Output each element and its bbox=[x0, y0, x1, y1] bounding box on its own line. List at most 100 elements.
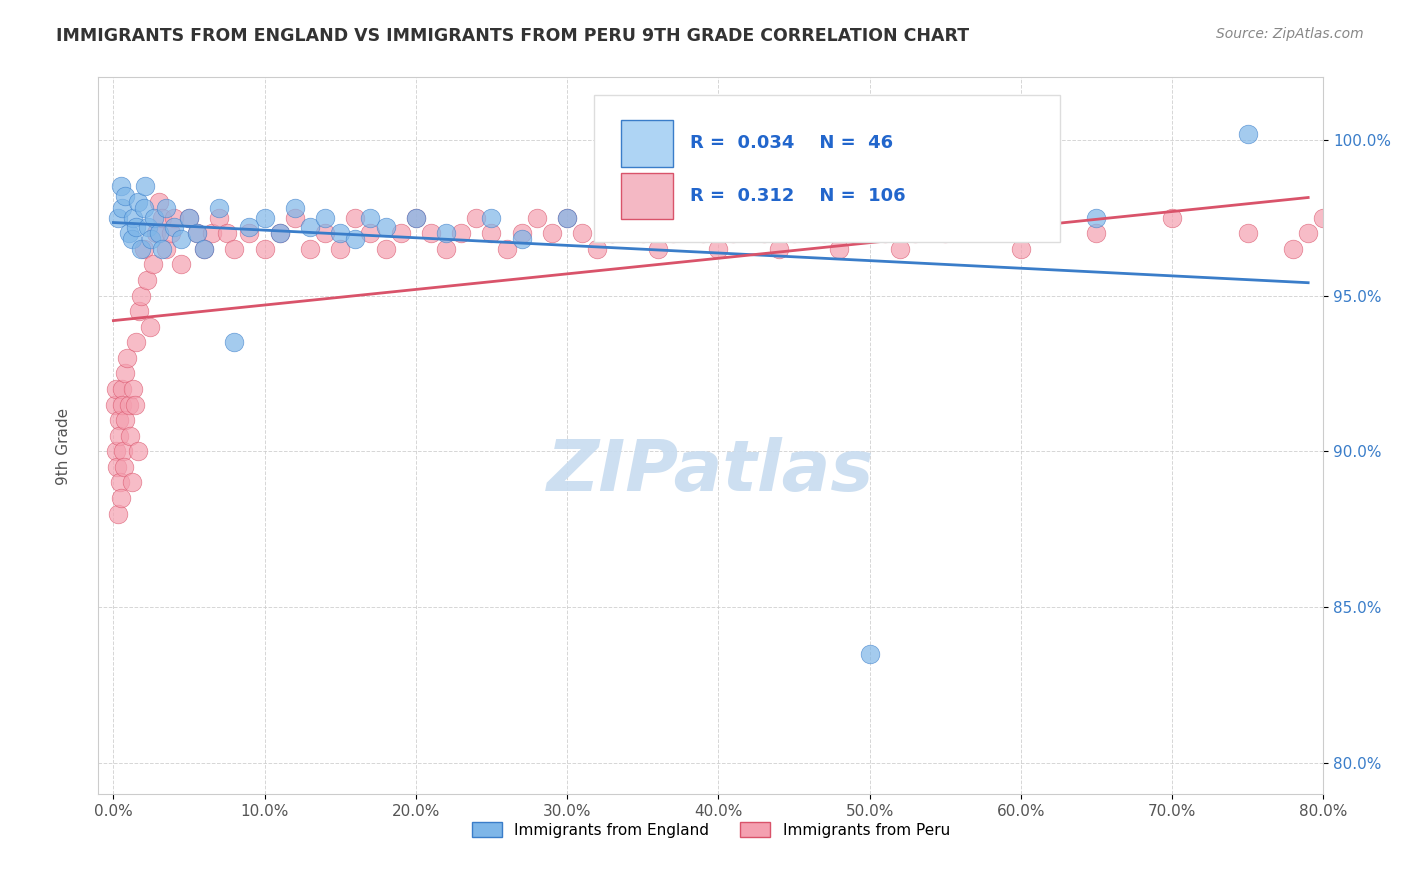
Point bbox=[1357, 226, 1379, 240]
Point bbox=[142, 257, 165, 271]
Point bbox=[136, 219, 159, 234]
Point bbox=[374, 242, 396, 256]
Point bbox=[934, 226, 956, 240]
Point bbox=[135, 273, 157, 287]
Point bbox=[143, 211, 166, 225]
Point bbox=[224, 335, 246, 350]
Point bbox=[208, 211, 231, 225]
Point bbox=[813, 226, 835, 240]
Point bbox=[1010, 242, 1032, 256]
Point bbox=[193, 242, 215, 256]
Point bbox=[737, 211, 759, 225]
Point bbox=[450, 226, 472, 240]
Point bbox=[1388, 226, 1406, 240]
Point bbox=[904, 226, 927, 240]
Point bbox=[873, 226, 896, 240]
Point bbox=[481, 211, 503, 225]
Point bbox=[114, 189, 136, 203]
Point bbox=[359, 211, 381, 225]
Text: R =  0.034    N =  46: R = 0.034 N = 46 bbox=[690, 135, 893, 153]
Point bbox=[1312, 211, 1334, 225]
Point bbox=[208, 202, 231, 216]
Point bbox=[170, 257, 193, 271]
Point bbox=[662, 226, 685, 240]
Point bbox=[1296, 226, 1319, 240]
FancyBboxPatch shape bbox=[595, 95, 1060, 243]
Point bbox=[1282, 242, 1305, 256]
Point bbox=[541, 226, 564, 240]
Point bbox=[141, 232, 163, 246]
Point bbox=[117, 398, 139, 412]
Point bbox=[465, 211, 488, 225]
Point bbox=[284, 211, 307, 225]
Point bbox=[112, 459, 135, 474]
Point bbox=[631, 226, 654, 240]
Point bbox=[160, 226, 183, 240]
Point bbox=[128, 304, 150, 318]
Point bbox=[329, 226, 352, 240]
Bar bbox=[621, 173, 673, 219]
Point bbox=[125, 335, 148, 350]
Point bbox=[586, 242, 609, 256]
Point bbox=[108, 428, 131, 442]
Point bbox=[616, 211, 638, 225]
Point bbox=[145, 226, 167, 240]
Point bbox=[177, 211, 200, 225]
Point bbox=[193, 242, 215, 256]
Point bbox=[329, 242, 352, 256]
Point bbox=[676, 211, 699, 225]
Point bbox=[125, 219, 148, 234]
Point bbox=[1236, 226, 1258, 240]
Point bbox=[253, 211, 276, 225]
Point bbox=[122, 211, 145, 225]
Point bbox=[434, 226, 457, 240]
Point bbox=[314, 226, 336, 240]
Point bbox=[344, 232, 367, 246]
Point bbox=[107, 211, 129, 225]
Point bbox=[104, 444, 127, 458]
Point bbox=[132, 202, 155, 216]
Point bbox=[844, 226, 866, 240]
Point bbox=[155, 202, 177, 216]
Point bbox=[269, 226, 291, 240]
Point bbox=[150, 211, 173, 225]
Point bbox=[111, 202, 134, 216]
Point bbox=[374, 219, 396, 234]
Point bbox=[314, 211, 336, 225]
Point bbox=[238, 219, 260, 234]
Point bbox=[163, 211, 186, 225]
Point bbox=[111, 382, 134, 396]
Text: 9th Grade: 9th Grade bbox=[56, 408, 70, 484]
Point bbox=[121, 232, 143, 246]
Legend: Immigrants from England, Immigrants from Peru: Immigrants from England, Immigrants from… bbox=[465, 815, 956, 844]
Point bbox=[571, 226, 593, 240]
Point bbox=[115, 351, 138, 365]
Point bbox=[224, 242, 246, 256]
Point bbox=[127, 195, 149, 210]
Text: Source: ZipAtlas.com: Source: ZipAtlas.com bbox=[1216, 27, 1364, 41]
Point bbox=[110, 179, 132, 194]
Point bbox=[110, 491, 132, 505]
Point bbox=[170, 232, 193, 246]
Point bbox=[752, 226, 775, 240]
Point bbox=[107, 413, 129, 427]
Point bbox=[420, 226, 443, 240]
Point bbox=[510, 232, 533, 246]
Point bbox=[647, 242, 669, 256]
Point bbox=[284, 202, 307, 216]
Point bbox=[1085, 211, 1108, 225]
Point bbox=[269, 226, 291, 240]
Point bbox=[828, 242, 851, 256]
Point bbox=[481, 226, 503, 240]
Point bbox=[118, 428, 141, 442]
Point bbox=[201, 226, 224, 240]
Text: R =  0.312    N =  106: R = 0.312 N = 106 bbox=[690, 186, 905, 204]
Point bbox=[707, 242, 730, 256]
Point bbox=[405, 211, 427, 225]
Point bbox=[405, 211, 427, 225]
Point bbox=[555, 211, 578, 225]
Point bbox=[105, 459, 128, 474]
Point bbox=[124, 398, 146, 412]
Point bbox=[737, 211, 759, 225]
Point bbox=[918, 211, 941, 225]
